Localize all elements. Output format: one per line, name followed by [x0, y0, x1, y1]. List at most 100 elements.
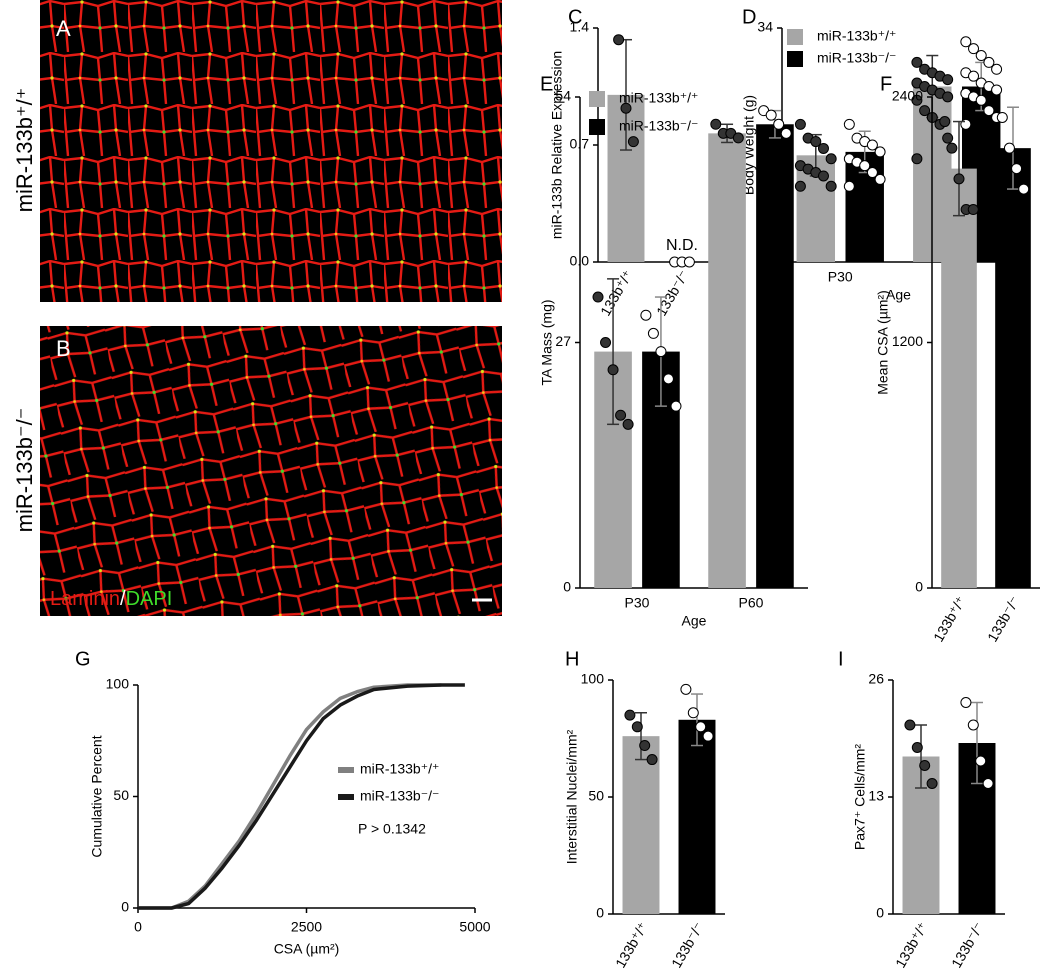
- data-point: [991, 84, 1003, 96]
- y-tick-label: 100: [106, 676, 130, 692]
- data-point: [904, 719, 916, 731]
- legend-label: miR-133b⁺/⁺: [360, 761, 439, 777]
- x-tick-label: 133b⁺/⁺: [612, 919, 651, 970]
- legend-label: miR-133b⁻/⁻: [360, 788, 439, 804]
- bar: [678, 719, 716, 914]
- data-point: [810, 136, 822, 148]
- x-axis-label: Age: [886, 287, 911, 303]
- legend-swatch: [589, 91, 605, 107]
- data-point: [773, 118, 785, 130]
- bar: [756, 124, 794, 589]
- panel-letter: I: [838, 648, 844, 670]
- y-tick-label: 0: [121, 899, 129, 915]
- data-point: [843, 118, 855, 130]
- y-tick-label: 0: [563, 579, 571, 595]
- x-axis-label: Age: [682, 613, 707, 629]
- data-point: [919, 760, 931, 771]
- x-tick-label: 133b⁻/⁻: [668, 919, 707, 970]
- y-tick-label: 0: [596, 905, 604, 921]
- y-tick-label: 27: [555, 333, 571, 349]
- data-point: [983, 105, 995, 117]
- x-tick-label: 0: [134, 919, 142, 935]
- image-label: miR-133b⁺/⁺: [12, 88, 37, 213]
- y-axis-label: Mean CSA (µm²): [875, 290, 891, 395]
- y-axis-label: Pax7⁺ Cells/mm²: [852, 744, 868, 851]
- data-point: [794, 118, 806, 130]
- data-point: [680, 683, 692, 695]
- legend-swatch: [787, 29, 803, 45]
- panel-letter: G: [75, 648, 91, 670]
- data-point: [843, 180, 855, 192]
- data-point: [647, 327, 659, 339]
- y-tick-label: 50: [113, 787, 129, 803]
- data-point: [765, 109, 777, 121]
- y-axis-label: Interstitial Nuclei/mm²: [564, 729, 580, 864]
- x-tick-label: 133b⁺/⁺: [597, 267, 636, 318]
- data-point: [1018, 183, 1030, 195]
- data-point: [967, 204, 979, 216]
- data-point: [825, 180, 837, 192]
- y-tick-label: 100: [581, 671, 605, 687]
- y-axis-label: miR-133b Relative Expression: [549, 51, 565, 239]
- data-point: [662, 373, 674, 385]
- data-point: [1003, 142, 1015, 154]
- data-point: [631, 721, 643, 733]
- data-point: [996, 111, 1008, 123]
- y-tick-label: 13: [868, 788, 884, 804]
- data-point: [911, 153, 923, 165]
- data-point: [953, 173, 965, 185]
- bar: [622, 736, 660, 914]
- x-tick-label: P30: [828, 269, 853, 285]
- data-point: [695, 721, 707, 733]
- panel-letter: A: [56, 16, 71, 41]
- y-tick-label: 50: [588, 788, 604, 804]
- data-point: [911, 56, 923, 68]
- data-point: [874, 146, 886, 158]
- data-point: [592, 291, 604, 303]
- data-point: [942, 132, 954, 144]
- data-point: [968, 43, 980, 55]
- data-point: [624, 709, 636, 721]
- stain-slash: /: [120, 588, 126, 610]
- y-axis-label: TA Mass (mg): [539, 299, 555, 385]
- data-point: [939, 116, 951, 128]
- data-point: [607, 364, 619, 376]
- stain-laminin: Laminin: [50, 588, 120, 610]
- legend-swatch: [589, 119, 605, 135]
- data-point: [613, 34, 625, 46]
- data-point: [942, 91, 954, 103]
- data-point: [622, 418, 634, 430]
- data-point: [968, 70, 980, 82]
- y-tick-label: 26: [868, 671, 884, 687]
- data-point: [983, 56, 995, 68]
- data-point: [1011, 163, 1023, 175]
- data-point: [627, 136, 639, 148]
- data-point: [926, 778, 938, 789]
- data-point: [946, 142, 958, 154]
- data-point: [991, 63, 1003, 75]
- bar: [995, 148, 1031, 589]
- y-axis-label: Cumulative Percent: [89, 735, 105, 857]
- panel-letter: B: [56, 336, 71, 361]
- data-point: [683, 256, 695, 268]
- panel-letter: E: [540, 73, 553, 95]
- data-point: [942, 74, 954, 86]
- x-axis-label: CSA (µm²): [274, 941, 340, 957]
- x-tick-label: 133b⁺/⁺: [892, 919, 931, 970]
- data-point: [687, 707, 699, 719]
- x-tick-label: 133b⁺/⁺: [930, 593, 969, 644]
- data-point: [639, 740, 651, 752]
- x-tick-label: 133b⁻/⁻: [984, 593, 1023, 644]
- data-point: [702, 730, 714, 742]
- x-tick-label: 2500: [291, 919, 322, 935]
- annotation: N.D.: [666, 237, 698, 254]
- data-point: [620, 102, 632, 114]
- legend-label: miR-133b⁺/⁺: [817, 28, 896, 44]
- data-point: [866, 139, 878, 151]
- data-point: [615, 409, 627, 421]
- data-point: [982, 778, 994, 789]
- data-point: [911, 742, 923, 753]
- data-point: [919, 105, 931, 117]
- cdf-line: [138, 683, 465, 910]
- y-tick-label: 0: [876, 905, 884, 921]
